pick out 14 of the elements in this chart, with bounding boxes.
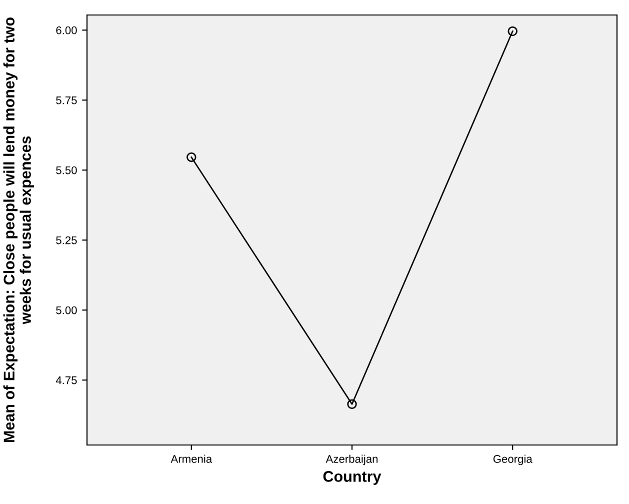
y-tick-label: 5.75 <box>56 96 77 104</box>
point <box>186 152 196 162</box>
y-axis-title: Mean of Expectation: Close people will lend money for two weeks for usual expences <box>3 18 34 442</box>
x-tick-label: Azerbaijan <box>326 454 378 466</box>
point <box>347 399 357 409</box>
y-tick-label: 5.50 <box>56 166 77 174</box>
point <box>508 26 518 36</box>
x-tick-label: Armenia <box>170 454 212 463</box>
x-axis-title: Country <box>323 471 382 485</box>
x-tick-label: Georgia <box>493 454 532 466</box>
y-tick-label: 6.00 <box>56 26 77 34</box>
y-tick-label: 5.25 <box>56 236 77 244</box>
y-tick-label: 5.00 <box>56 306 77 314</box>
y-tick-label: 4.75 <box>56 376 77 384</box>
